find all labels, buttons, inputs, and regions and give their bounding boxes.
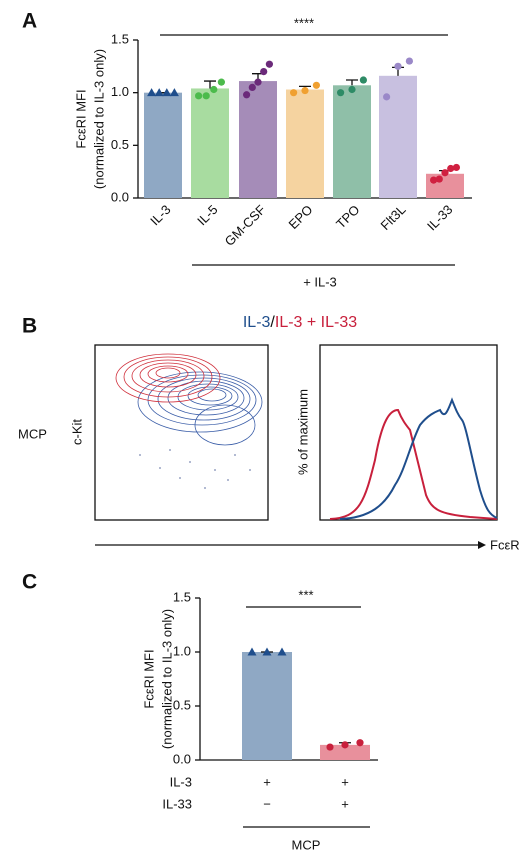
y-tick-label: 0.0 bbox=[173, 751, 191, 766]
data-point bbox=[265, 60, 273, 68]
y-axis-label: FcεRI MFI bbox=[141, 649, 156, 708]
y-tick-label: 0.0 bbox=[111, 189, 129, 204]
significance-label: *** bbox=[298, 587, 313, 602]
data-point bbox=[202, 92, 210, 100]
y-tick-label: 1.0 bbox=[111, 84, 129, 99]
data-point bbox=[277, 647, 287, 656]
data-point bbox=[383, 93, 391, 101]
data-point bbox=[262, 647, 272, 656]
data-point bbox=[405, 57, 413, 65]
data-point bbox=[452, 163, 460, 172]
legend-entry: IL-3 bbox=[243, 314, 271, 331]
arrow-head bbox=[478, 541, 486, 549]
data-point bbox=[435, 175, 443, 183]
condition-value: + bbox=[341, 774, 349, 789]
y-tick-label: 0.5 bbox=[111, 137, 129, 152]
y-axis-label: FcεRI MFI bbox=[73, 89, 88, 148]
error-bar bbox=[346, 79, 358, 86]
data-point bbox=[301, 86, 309, 95]
data-point bbox=[247, 647, 257, 656]
data-point bbox=[447, 164, 455, 173]
red-contours bbox=[115, 353, 221, 403]
scatter-dots bbox=[139, 449, 251, 489]
condition-value: + bbox=[263, 774, 271, 789]
group-label: + IL-3 bbox=[303, 274, 337, 289]
data-point bbox=[154, 88, 164, 97]
data-point bbox=[337, 89, 345, 97]
legend: IL-3/IL-3 + IL-33 bbox=[243, 314, 357, 331]
histogram-blue bbox=[339, 397, 498, 520]
data-point bbox=[169, 88, 179, 97]
data-point bbox=[341, 741, 349, 749]
data-point bbox=[359, 76, 367, 84]
condition-name: IL-3 bbox=[170, 774, 192, 789]
contour-frame bbox=[94, 344, 269, 521]
legend-entry: IL-3 + IL-33 bbox=[275, 314, 357, 331]
bar bbox=[333, 85, 371, 198]
data-point bbox=[243, 91, 251, 99]
data-point bbox=[356, 739, 364, 747]
y-tick-label: 0.5 bbox=[173, 697, 191, 712]
panel-label: B bbox=[22, 315, 37, 338]
significance-label: **** bbox=[294, 15, 314, 30]
data-point bbox=[430, 176, 438, 184]
data-point bbox=[210, 85, 218, 94]
data-point bbox=[326, 743, 334, 751]
condition-name: IL-33 bbox=[162, 796, 192, 811]
error-bar bbox=[204, 80, 216, 89]
histogram-frame bbox=[319, 344, 498, 521]
x-tick-label: EPO bbox=[286, 202, 316, 232]
histogram-red bbox=[329, 408, 498, 520]
y-tick-label: 1.0 bbox=[173, 643, 191, 658]
group-label: MCP bbox=[292, 837, 321, 852]
data-point bbox=[290, 89, 298, 97]
y-axis-note: (normalized to IL-3 only) bbox=[159, 609, 174, 749]
y-axis-label: % of maximum bbox=[295, 389, 310, 475]
condition-value: + bbox=[341, 796, 349, 811]
x-axis-label: FcεRI bbox=[490, 537, 520, 552]
x-tick-label: IL-33 bbox=[424, 202, 456, 234]
x-tick-label: IL-3 bbox=[147, 202, 173, 228]
panel-label: A bbox=[22, 10, 37, 33]
data-point bbox=[312, 81, 320, 89]
data-point bbox=[348, 85, 356, 94]
bar bbox=[191, 88, 229, 198]
x-tick-label: GM-CSF bbox=[222, 202, 269, 249]
bar bbox=[239, 81, 277, 198]
y-axis-note: (normalized to IL-3 only) bbox=[91, 49, 106, 189]
y-tick-label: 1.5 bbox=[111, 31, 129, 46]
bar bbox=[144, 92, 182, 198]
x-tick-label: Flt3L bbox=[378, 202, 409, 233]
flow-panel bbox=[94, 344, 498, 549]
x-tick-label: IL-5 bbox=[194, 202, 220, 228]
y-axis-label: c-Kit bbox=[69, 419, 84, 445]
data-point bbox=[195, 92, 203, 100]
condition-value: − bbox=[263, 796, 271, 811]
data-point bbox=[217, 78, 225, 86]
data-point bbox=[162, 88, 172, 97]
legend-separator: / bbox=[270, 314, 275, 331]
x-tick-label: TPO bbox=[333, 202, 363, 232]
bar bbox=[242, 652, 292, 760]
data-point bbox=[260, 68, 268, 76]
panel-label: C bbox=[22, 571, 37, 594]
bar bbox=[286, 89, 324, 198]
y-tick-label: 1.5 bbox=[173, 589, 191, 604]
data-point bbox=[254, 78, 262, 86]
data-point bbox=[394, 62, 402, 70]
data-point bbox=[248, 83, 256, 91]
data-point bbox=[441, 169, 449, 177]
data-point bbox=[147, 88, 157, 97]
row-label: MCP bbox=[18, 426, 47, 441]
